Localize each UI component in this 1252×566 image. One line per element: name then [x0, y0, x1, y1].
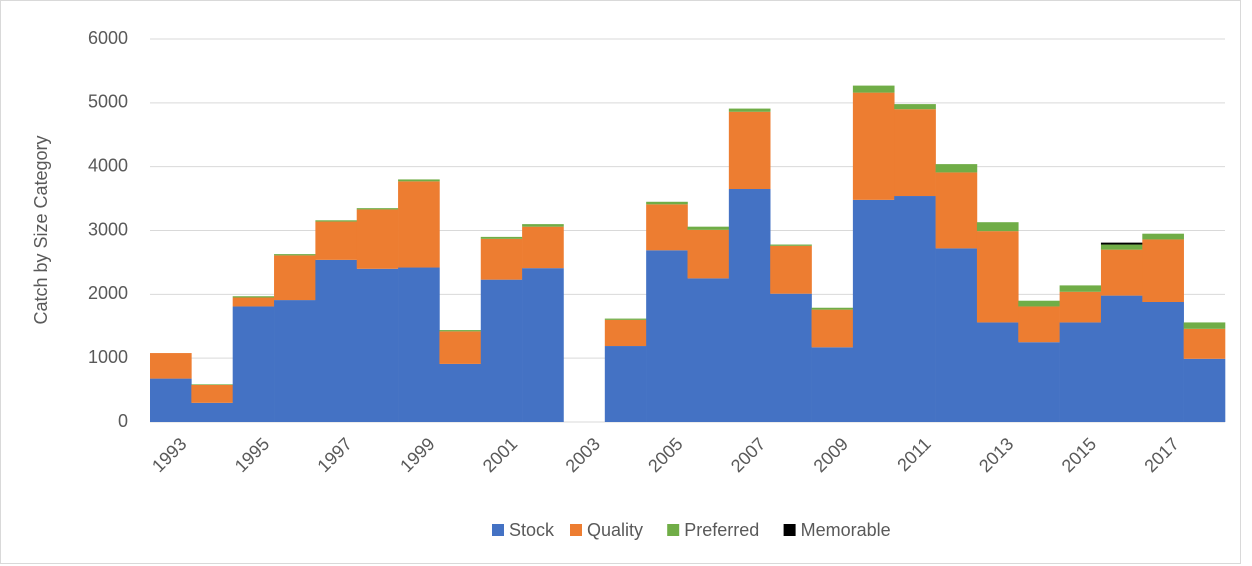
- bar-segment: [480, 236, 523, 239]
- bar-segment: [1059, 322, 1102, 422]
- bar-segment: [770, 293, 812, 422]
- bar-segment: [728, 108, 771, 112]
- bar-segment: [1100, 244, 1143, 250]
- bar-segment: [1018, 306, 1060, 343]
- bar-segment: [1100, 242, 1143, 245]
- bar-segment: [356, 208, 399, 210]
- legend-label: Quality: [587, 520, 643, 540]
- bar-segment: [315, 220, 358, 222]
- bar-segment: [191, 402, 233, 422]
- legend-swatch: [492, 524, 504, 536]
- bar-segment: [274, 254, 316, 256]
- y-axis-title: Catch by Size Category: [31, 135, 51, 324]
- bar-segment: [976, 322, 1019, 422]
- bar-segment: [439, 330, 482, 332]
- bar-segment: [356, 268, 399, 422]
- bar-segment: [1142, 301, 1184, 422]
- bar-segment: [852, 85, 895, 93]
- bar-segment: [191, 384, 233, 403]
- bar-segment: [1183, 322, 1226, 329]
- bar-segment: [894, 104, 936, 110]
- bar-segment: [1142, 233, 1184, 240]
- y-tick-label: 4000: [88, 155, 128, 175]
- legend-label: Stock: [509, 520, 555, 540]
- bar-segment: [398, 179, 440, 182]
- bar-segment: [894, 196, 936, 422]
- bar-segment: [646, 201, 688, 205]
- bar-segment: [439, 363, 482, 422]
- bar-segment: [191, 384, 233, 385]
- bar-segment: [604, 346, 647, 422]
- bar-segment: [687, 226, 730, 230]
- bar-segment: [1183, 328, 1226, 359]
- bar-segment: [522, 224, 564, 227]
- y-tick-label: 3000: [88, 219, 128, 239]
- bar-segment: [1018, 342, 1060, 422]
- bar-segment: [728, 189, 771, 422]
- bar-segment: [522, 226, 564, 269]
- bar-segment: [1100, 295, 1143, 422]
- bar-segment: [687, 278, 730, 422]
- bar-segment: [480, 279, 523, 422]
- bar-segment: [398, 181, 440, 268]
- bar-segment: [480, 238, 523, 280]
- bar-segment: [232, 306, 275, 422]
- bar-segment: [811, 347, 854, 422]
- y-tick-label: 5000: [88, 92, 128, 112]
- bar-segment: [232, 297, 275, 307]
- bar-segment: [1059, 285, 1102, 292]
- y-tick-label: 2000: [88, 283, 128, 303]
- bar-segment: [315, 221, 358, 260]
- bar-segment: [150, 353, 192, 379]
- legend-label: Preferred: [684, 520, 759, 540]
- legend-label: Memorable: [801, 520, 891, 540]
- bar-segment: [398, 267, 440, 422]
- bar-segment: [604, 318, 647, 320]
- bar-segment: [935, 248, 978, 422]
- bar-segment: [315, 259, 358, 422]
- bar-segment: [728, 111, 771, 190]
- bar-segment: [646, 204, 688, 251]
- bar-segment: [976, 231, 1019, 323]
- bar-segment: [522, 268, 564, 422]
- bar-segment: [150, 378, 192, 422]
- legend-swatch: [667, 524, 680, 536]
- bar-segment: [1183, 358, 1226, 422]
- bar-segment: [935, 172, 978, 249]
- bar-segment: [976, 222, 1019, 232]
- bar-segment: [646, 250, 688, 422]
- bar-segment: [232, 296, 275, 298]
- bar-segment: [811, 309, 854, 348]
- bar-segment: [687, 229, 730, 279]
- bar-segment: [1018, 300, 1060, 307]
- bar-segment: [1100, 249, 1143, 296]
- bar-segment: [274, 255, 316, 301]
- bar-segment: [770, 245, 812, 294]
- legend-swatch: [783, 524, 796, 536]
- bar-segment: [935, 164, 978, 173]
- bar-segment: [439, 331, 482, 364]
- y-tick-label: 0: [118, 411, 128, 431]
- y-tick-label: 1000: [88, 347, 128, 367]
- bar-segment: [356, 209, 399, 269]
- bar-segment: [1142, 239, 1184, 302]
- bar-segment: [852, 199, 895, 422]
- bar-segment: [604, 319, 647, 347]
- bar-segment: [894, 109, 936, 197]
- bar-segment: [811, 307, 854, 310]
- bar-segment: [1059, 291, 1102, 323]
- bar-segment: [852, 92, 895, 200]
- y-tick-label: 6000: [88, 28, 128, 48]
- bar-segment: [274, 300, 316, 422]
- bar-segment: [770, 244, 812, 246]
- legend-swatch: [570, 524, 582, 536]
